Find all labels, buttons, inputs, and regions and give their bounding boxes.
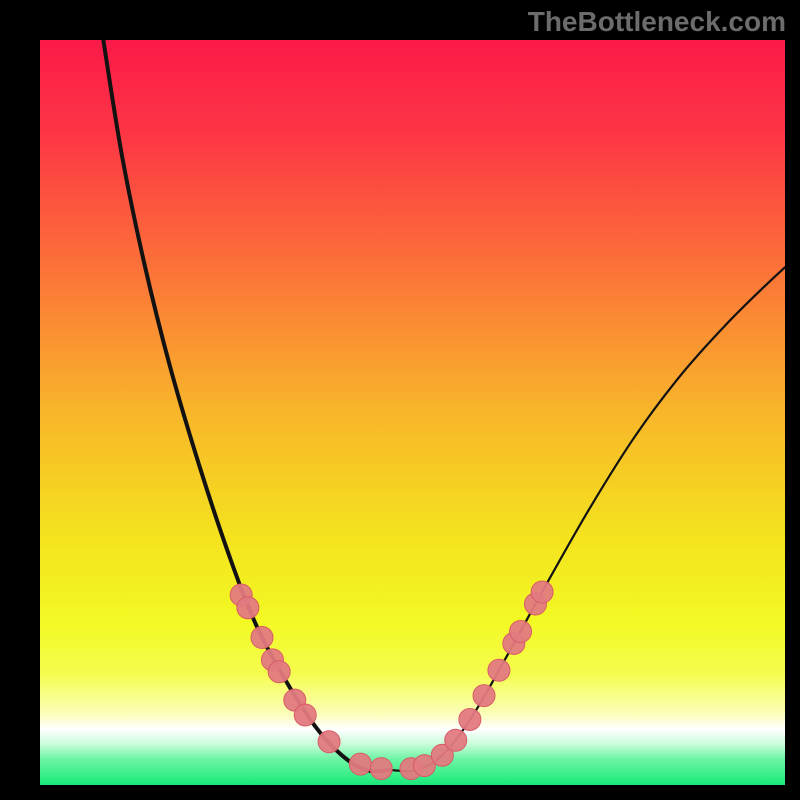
data-marker	[370, 758, 392, 780]
data-marker	[510, 621, 532, 643]
data-marker	[237, 597, 259, 619]
data-marker	[531, 581, 553, 603]
curve-left	[103, 40, 390, 771]
data-marker	[445, 729, 467, 751]
data-marker	[294, 704, 316, 726]
curve-layer	[40, 40, 785, 785]
data-marker	[488, 659, 510, 681]
chart-root: TheBottleneck.com	[0, 0, 800, 800]
curve-right	[342, 267, 785, 771]
data-marker	[251, 626, 273, 648]
data-marker	[473, 685, 495, 707]
data-marker	[459, 708, 481, 730]
data-marker	[268, 661, 290, 683]
marker-group	[230, 581, 553, 780]
data-marker	[349, 753, 371, 775]
data-marker	[318, 731, 340, 753]
watermark-text: TheBottleneck.com	[528, 6, 786, 38]
